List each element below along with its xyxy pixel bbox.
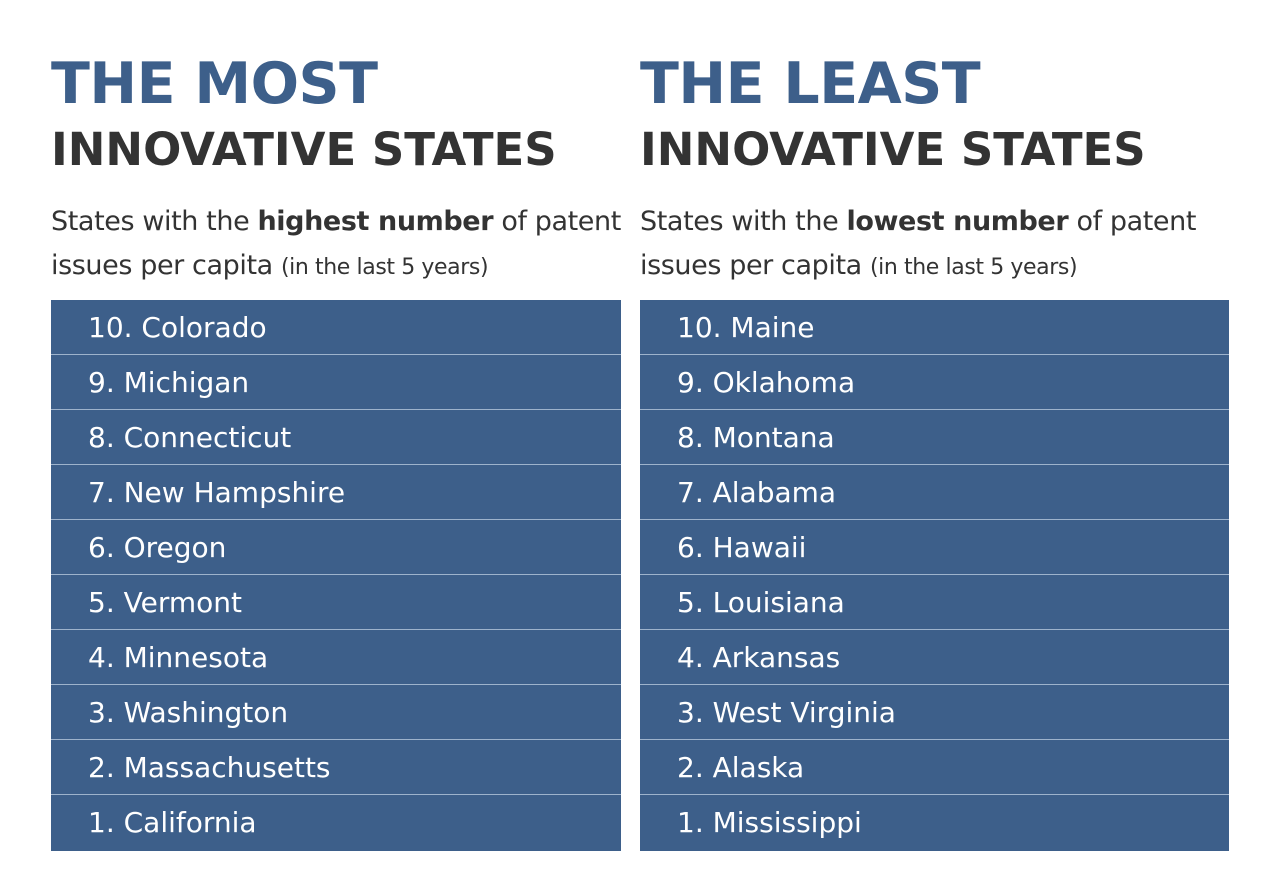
least-subtitle-mid: of patent (1068, 206, 1197, 237)
list-item: 6. Hawaii (640, 520, 1229, 575)
list-item: 10. Colorado (51, 300, 621, 355)
list-item: 9. Michigan (51, 355, 621, 410)
most-innovative-list: 10. Colorado 9. Michigan 8. Connecticut … (51, 300, 621, 851)
list-item: 7. New Hampshire (51, 465, 621, 520)
list-item: 8. Montana (640, 410, 1229, 465)
least-heading-bottom: INNOVATIVE STATES (640, 123, 1146, 176)
list-item: 2. Massachusetts (51, 740, 621, 795)
most-subtitle: States with the highest number of patent… (51, 200, 621, 290)
list-item: 9. Oklahoma (640, 355, 1229, 410)
most-subtitle-line2: issues per capita (51, 250, 281, 281)
list-item: 4. Arkansas (640, 630, 1229, 685)
most-subtitle-small: (in the last 5 years) (281, 255, 489, 280)
list-item: 3. West Virginia (640, 685, 1229, 740)
least-subtitle-emph: lowest number (846, 206, 1069, 237)
list-item: 1. Mississippi (640, 795, 1229, 851)
least-subtitle-small: (in the last 5 years) (870, 255, 1078, 280)
list-item: 1. California (51, 795, 621, 851)
least-innovative-list: 10. Maine 9. Oklahoma 8. Montana 7. Alab… (640, 300, 1229, 851)
least-subtitle-pre: States with the (640, 206, 847, 237)
list-item: 6. Oregon (51, 520, 621, 575)
least-subtitle-line2: issues per capita (640, 250, 870, 281)
list-item: 5. Louisiana (640, 575, 1229, 630)
list-item: 7. Alabama (640, 465, 1229, 520)
least-heading-top: THE LEAST (640, 51, 981, 117)
list-item: 5. Vermont (51, 575, 621, 630)
list-item: 8. Connecticut (51, 410, 621, 465)
list-item: 3. Washington (51, 685, 621, 740)
list-item: 10. Maine (640, 300, 1229, 355)
most-subtitle-mid: of patent (493, 206, 621, 237)
least-subtitle: States with the lowest number of patent … (640, 200, 1196, 290)
list-item: 4. Minnesota (51, 630, 621, 685)
most-subtitle-pre: States with the (51, 206, 258, 237)
most-heading-bottom: INNOVATIVE STATES (51, 123, 557, 176)
most-subtitle-emph: highest number (257, 206, 494, 237)
list-item: 2. Alaska (640, 740, 1229, 795)
most-heading-top: THE MOST (51, 51, 378, 117)
